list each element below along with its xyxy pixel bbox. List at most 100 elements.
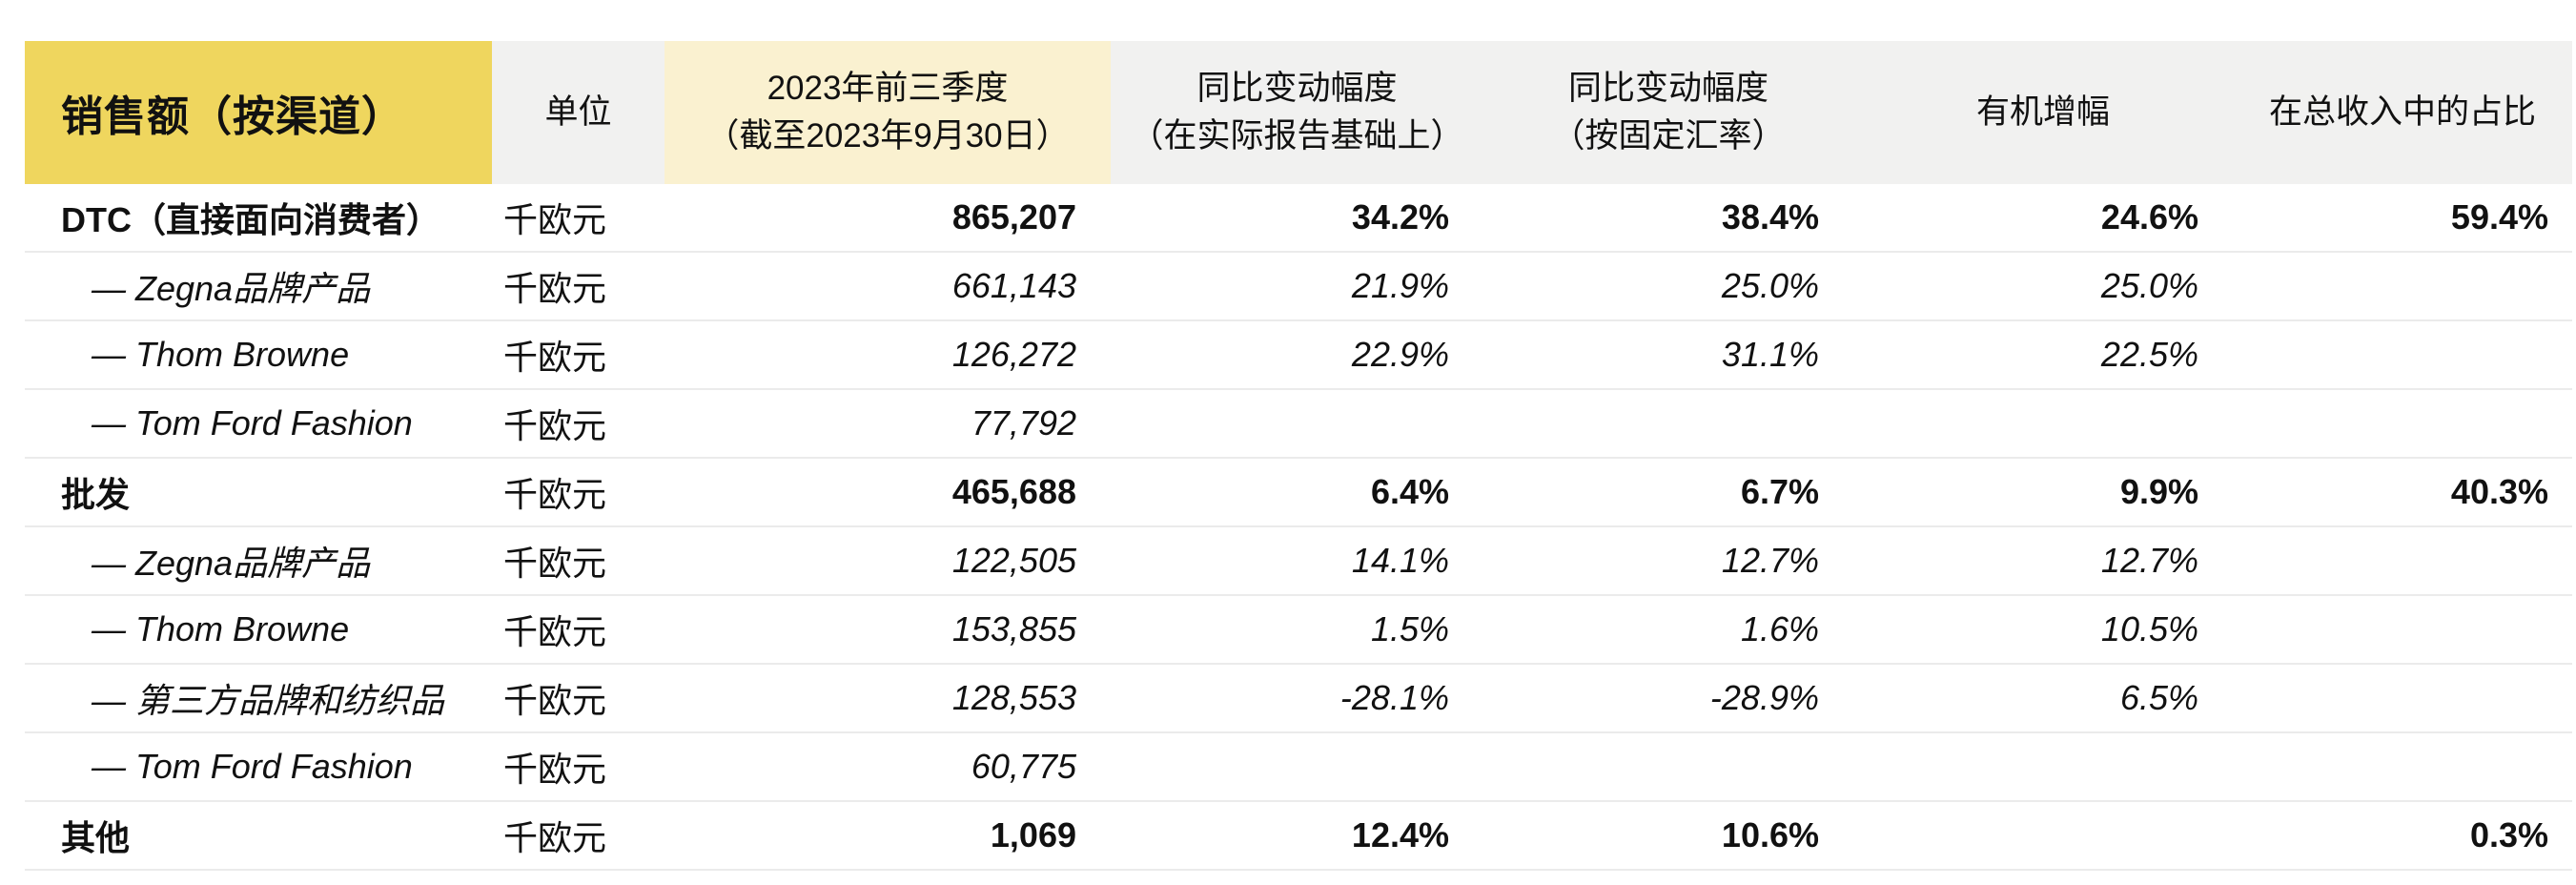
row-period-value: 122,505 [664,526,1111,596]
row-yoy-reported: 22.9% [1111,320,1483,390]
table-row: — Thom Browne 千欧元 153,855 1.5% 1.6% 10.5… [25,595,2572,665]
row-yoy-reported [1111,732,1483,802]
table-body: DTC（直接面向消费者） 千欧元 865,207 34.2% 38.4% 24.… [25,184,2572,871]
row-unit: 千欧元 [492,801,664,871]
table-row: — Tom Ford Fashion 千欧元 77,792 [25,389,2572,459]
row-unit: 千欧元 [492,184,664,253]
row-yoy-reported: -28.1% [1111,664,1483,733]
row-period-value: 661,143 [664,252,1111,321]
row-revenue-share [2233,664,2572,733]
row-organic-growth [1853,389,2233,459]
row-yoy-constant-fx: 1.6% [1483,595,1853,665]
column-header-yoy-constant-fx: 同比变动幅度 （按固定汇率） [1483,41,1853,184]
column-header-organic-growth: 有机增幅 [1853,41,2233,184]
row-revenue-share [2233,252,2572,321]
row-label: 其他 [25,801,492,871]
row-unit: 千欧元 [492,389,664,459]
row-organic-growth [1853,732,2233,802]
row-yoy-constant-fx [1483,732,1853,802]
row-label: — Zegna品牌产品 [25,526,492,596]
row-unit: 千欧元 [492,732,664,802]
row-yoy-constant-fx: 10.6% [1483,801,1853,871]
row-organic-growth: 22.5% [1853,320,2233,390]
row-label: DTC（直接面向消费者） [25,184,492,253]
row-yoy-constant-fx [1483,389,1853,459]
row-revenue-share [2233,320,2572,390]
row-period-value: 465,688 [664,458,1111,527]
row-label: — Tom Ford Fashion [25,732,492,802]
row-yoy-reported: 12.4% [1111,801,1483,871]
row-period-value: 60,775 [664,732,1111,802]
row-unit: 千欧元 [492,664,664,733]
row-yoy-reported: 1.5% [1111,595,1483,665]
row-organic-growth: 24.6% [1853,184,2233,253]
table-row: 批发 千欧元 465,688 6.4% 6.7% 9.9% 40.3% [25,458,2572,527]
row-revenue-share: 40.3% [2233,458,2572,527]
column-header-unit-text: 单位 [544,93,612,131]
row-label: — Zegna品牌产品 [25,252,492,321]
row-revenue-share: 59.4% [2233,184,2572,253]
row-label: — Thom Browne [25,595,492,665]
row-yoy-constant-fx: 12.7% [1483,526,1853,596]
column-header-period: 2023年前三季度 （截至2023年9月30日） [664,41,1111,184]
row-yoy-reported: 6.4% [1111,458,1483,527]
table-row: DTC（直接面向消费者） 千欧元 865,207 34.2% 38.4% 24.… [25,184,2572,253]
table-row: 其他 千欧元 1,069 12.4% 10.6% 0.3% [25,801,2572,871]
row-organic-growth: 10.5% [1853,595,2233,665]
row-unit: 千欧元 [492,458,664,527]
column-header-period-line1: 2023年前三季度 [767,70,1009,107]
table-row: — Zegna品牌产品 千欧元 122,505 14.1% 12.7% 12.7… [25,526,2572,596]
row-label: 批发 [25,458,492,527]
row-organic-growth: 9.9% [1853,458,2233,527]
column-header-period-line2: （截至2023年9月30日） [705,117,1070,154]
row-revenue-share [2233,389,2572,459]
row-period-value: 126,272 [664,320,1111,390]
table-header: 销售额（按渠道） 单位 2023年前三季度 （截至2023年9月30日） 同比变… [25,41,2572,184]
column-header-organic-growth-text: 有机增幅 [1975,93,2110,131]
row-period-value: 1,069 [664,801,1111,871]
row-revenue-share [2233,526,2572,596]
column-header-unit: 单位 [492,41,664,184]
table-row: — 第三方品牌和纺织品 千欧元 128,553 -28.1% -28.9% 6.… [25,664,2572,733]
row-yoy-reported [1111,389,1483,459]
row-unit: 千欧元 [492,320,664,390]
row-revenue-share [2233,595,2572,665]
column-header-yoy-reported: 同比变动幅度 （在实际报告基础上） [1111,41,1483,184]
table-row: — Thom Browne 千欧元 126,272 22.9% 31.1% 22… [25,320,2572,390]
column-header-yoy-constant-fx-line2: （按固定汇率） [1551,117,1786,154]
row-yoy-constant-fx: 25.0% [1483,252,1853,321]
row-yoy-constant-fx: 38.4% [1483,184,1853,253]
row-organic-growth: 6.5% [1853,664,2233,733]
row-unit: 千欧元 [492,526,664,596]
table-header-row: 销售额（按渠道） 单位 2023年前三季度 （截至2023年9月30日） 同比变… [25,41,2572,184]
table-row: — Zegna品牌产品 千欧元 661,143 21.9% 25.0% 25.0… [25,252,2572,321]
row-yoy-reported: 14.1% [1111,526,1483,596]
row-organic-growth: 25.0% [1853,252,2233,321]
column-header-yoy-reported-line2: （在实际报告基础上） [1130,117,1464,154]
table-row: — Tom Ford Fashion 千欧元 60,775 [25,732,2572,802]
row-label: — Thom Browne [25,320,492,390]
column-header-yoy-reported-line1: 同比变动幅度 [1196,70,1398,107]
sales-by-channel-table: 销售额（按渠道） 单位 2023年前三季度 （截至2023年9月30日） 同比变… [25,41,2572,871]
row-yoy-constant-fx: -28.9% [1483,664,1853,733]
row-unit: 千欧元 [492,252,664,321]
row-unit: 千欧元 [492,595,664,665]
row-label: — Tom Ford Fashion [25,389,492,459]
row-period-value: 153,855 [664,595,1111,665]
column-header-revenue-share-text: 在总收入中的占比 [2268,93,2536,131]
row-revenue-share [2233,732,2572,802]
row-revenue-share: 0.3% [2233,801,2572,871]
table-title: 销售额（按渠道） [25,41,492,184]
row-period-value: 77,792 [664,389,1111,459]
row-organic-growth [1853,801,2233,871]
row-yoy-constant-fx: 31.1% [1483,320,1853,390]
row-organic-growth: 12.7% [1853,526,2233,596]
row-yoy-constant-fx: 6.7% [1483,458,1853,527]
row-label: — 第三方品牌和纺织品 [25,664,492,733]
row-yoy-reported: 21.9% [1111,252,1483,321]
row-yoy-reported: 34.2% [1111,184,1483,253]
row-period-value: 865,207 [664,184,1111,253]
column-header-revenue-share: 在总收入中的占比 [2233,41,2572,184]
row-period-value: 128,553 [664,664,1111,733]
